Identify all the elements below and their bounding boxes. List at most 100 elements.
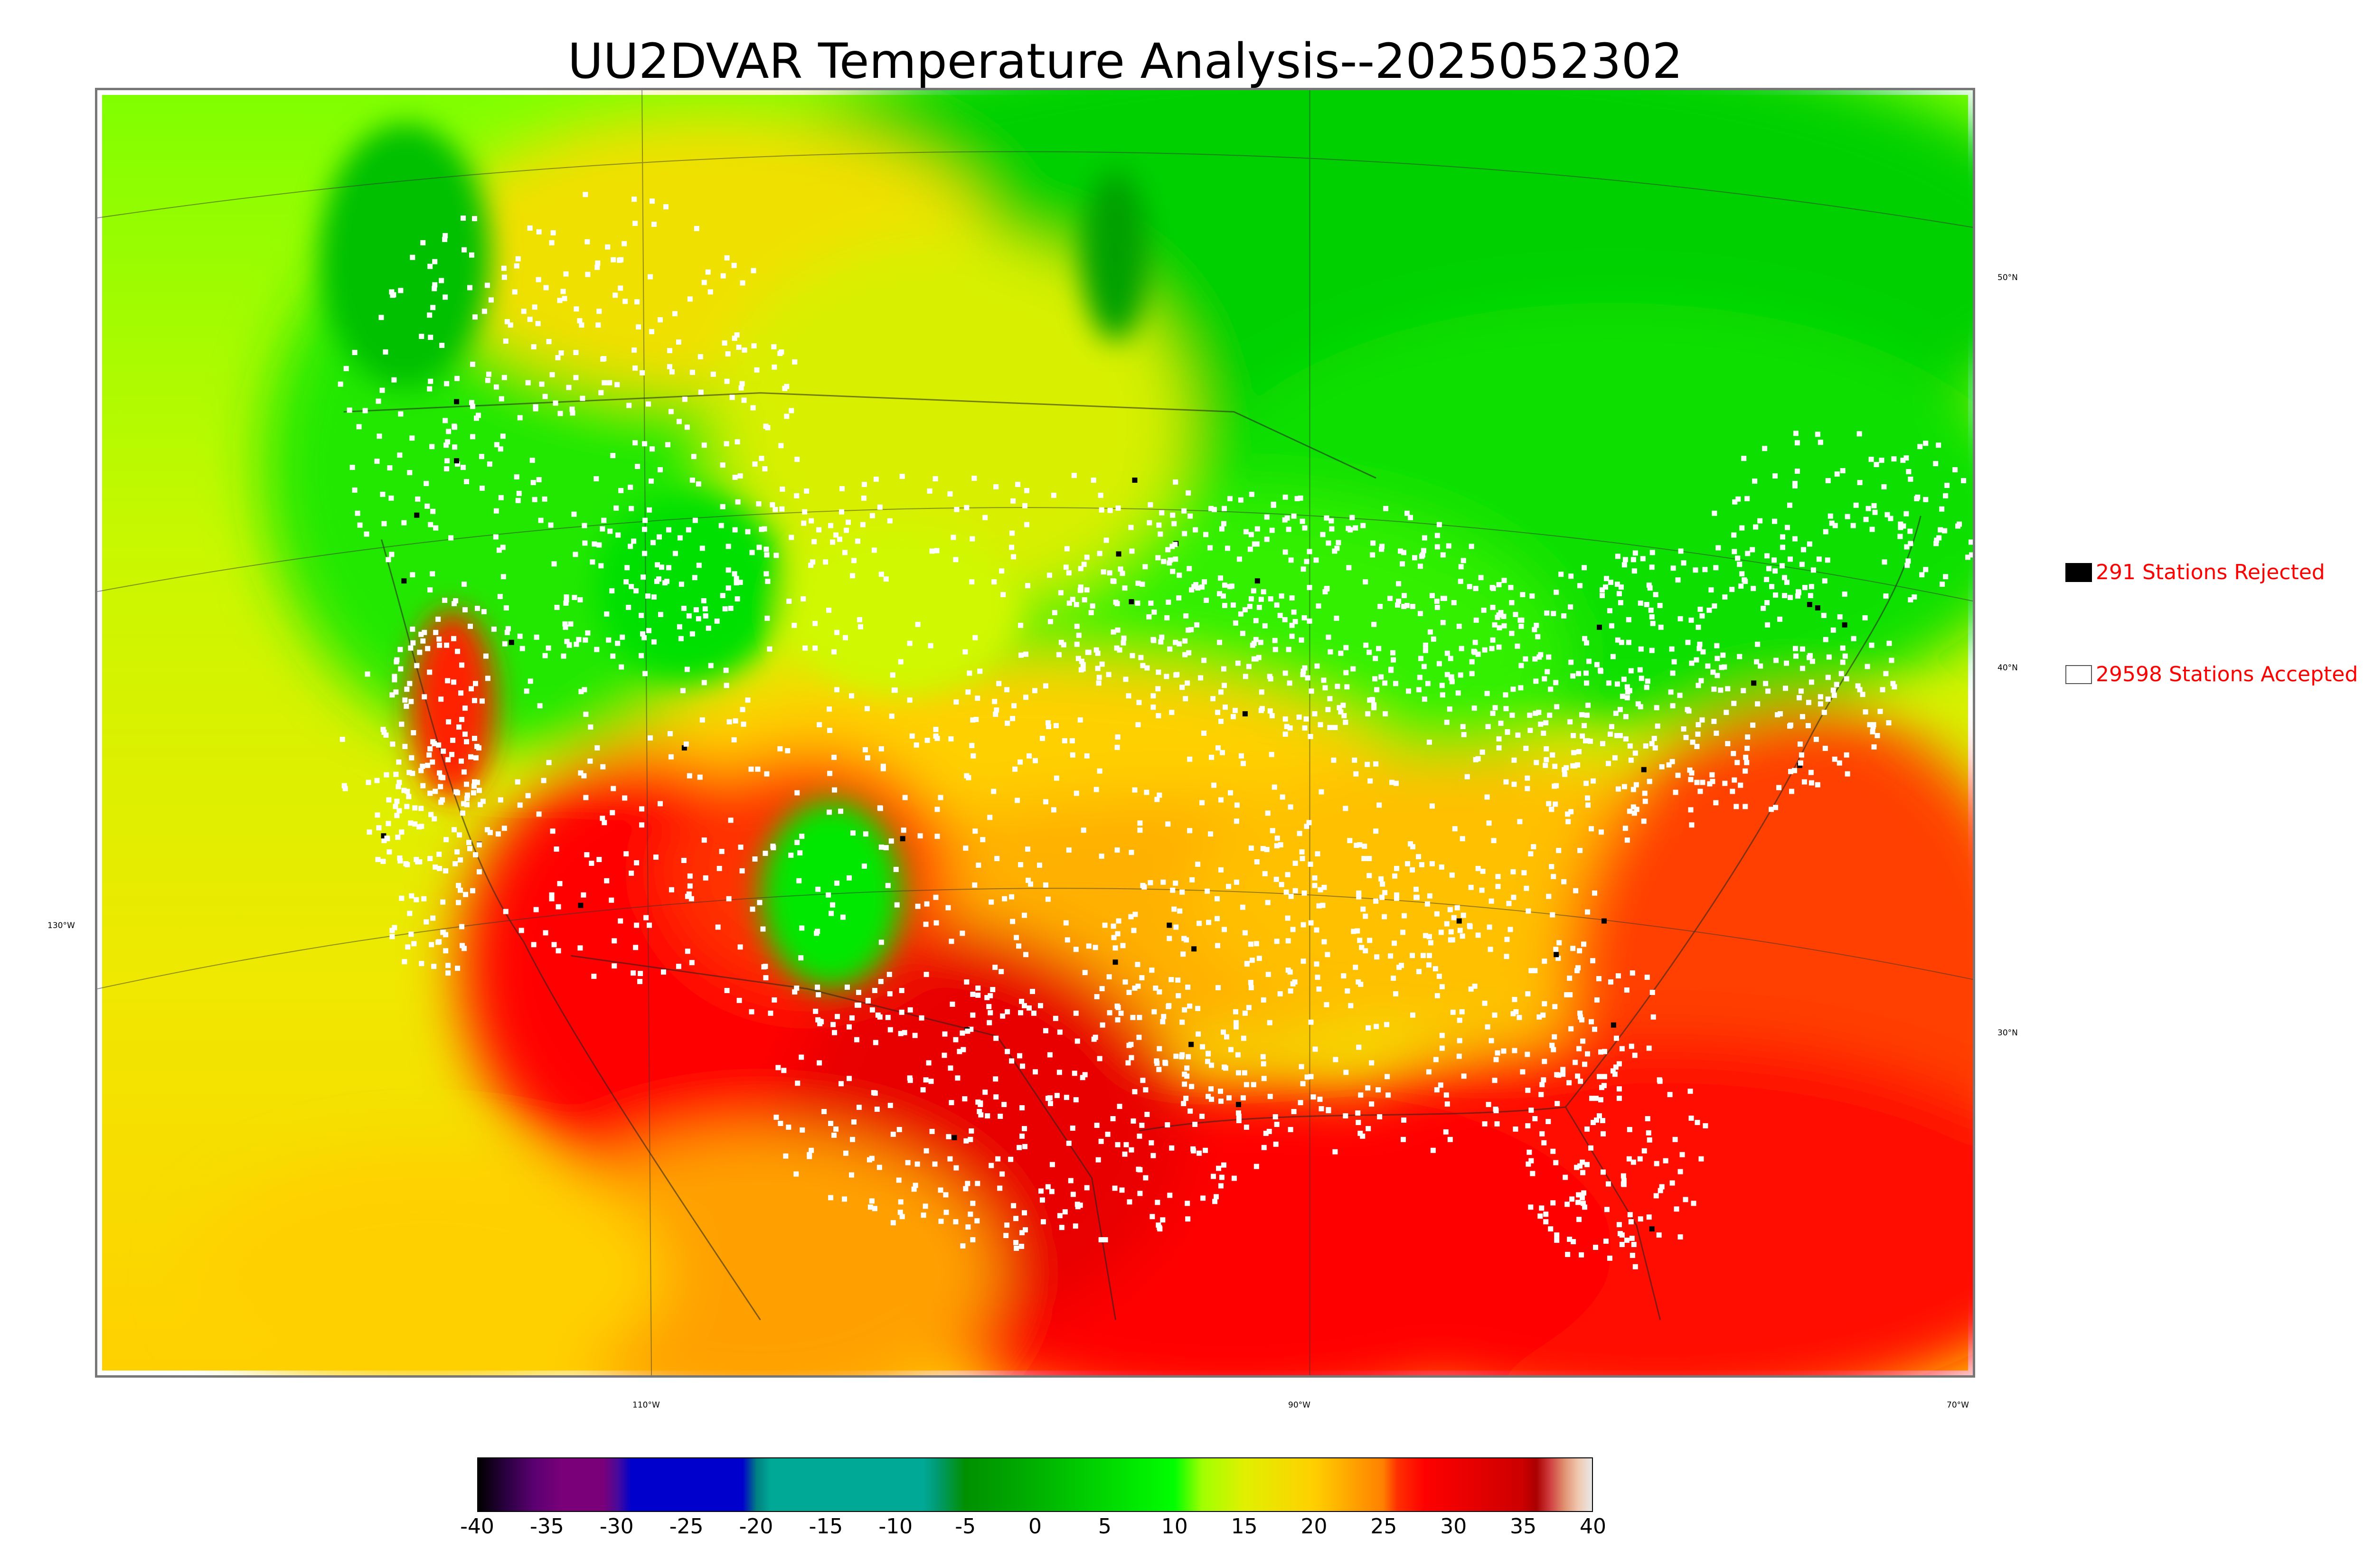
station-marker: [387, 465, 393, 471]
station-marker: [699, 717, 705, 723]
station-marker: [403, 861, 409, 866]
station-marker: [1236, 1114, 1242, 1119]
station-marker: [1314, 663, 1320, 669]
station-marker: [1640, 556, 1646, 562]
station-marker: [1233, 1009, 1238, 1014]
station-marker: [1689, 822, 1695, 828]
station-marker: [1825, 557, 1830, 563]
station-marker: [1297, 831, 1302, 836]
station-marker: [950, 1001, 955, 1007]
station-marker: [456, 883, 462, 888]
station-marker: [1360, 906, 1366, 912]
station-marker: [396, 759, 402, 765]
station-marker: [687, 296, 693, 302]
station-marker: [949, 939, 954, 944]
station-marker: [1613, 1035, 1619, 1041]
station-marker: [1511, 781, 1517, 787]
station-marker: [1579, 712, 1585, 718]
station-marker: [1755, 701, 1761, 707]
station-marker: [1762, 446, 1768, 451]
station-marker: [1520, 592, 1526, 598]
station-marker: [1675, 577, 1681, 583]
station-marker: [1548, 686, 1554, 692]
station-marker: [1267, 674, 1272, 679]
station-marker: [1532, 1116, 1538, 1121]
station-marker: [536, 477, 542, 482]
station-marker: [827, 706, 832, 712]
station-marker: [536, 229, 542, 235]
station-marker: [738, 845, 744, 850]
station-marker: [521, 309, 527, 314]
station-marker: [1073, 1010, 1079, 1016]
station-marker: [892, 687, 898, 693]
station-marker: [726, 719, 732, 725]
station-marker: [665, 442, 670, 448]
station-marker: [789, 408, 794, 413]
station-marker: [1630, 804, 1636, 810]
station-marker: [1652, 745, 1658, 751]
station-marker: [1236, 1118, 1242, 1123]
station-marker: [888, 838, 894, 844]
station-marker: [1850, 523, 1856, 528]
station-marker: [531, 942, 537, 948]
station-marker: [1313, 557, 1319, 563]
station-marker: [1223, 1065, 1228, 1071]
station-marker: [1277, 991, 1283, 996]
station-marker: [1942, 528, 1948, 534]
station-marker: [1616, 1061, 1622, 1067]
station-marker: [1167, 936, 1172, 941]
station-marker: [1082, 970, 1088, 976]
station-marker: [533, 907, 539, 912]
station-marker: [425, 762, 431, 768]
station-marker: [1444, 720, 1450, 725]
station-marker: [1200, 1195, 1206, 1201]
station-marker: [1603, 1239, 1609, 1244]
station-marker: [1538, 722, 1544, 727]
temperature-map[interactable]: [95, 88, 1975, 1378]
station-marker: [1272, 1114, 1278, 1119]
station-marker: [869, 513, 875, 518]
station-marker: [778, 1120, 783, 1126]
station-marker: [1489, 585, 1495, 591]
station-marker: [1936, 535, 1942, 541]
station-marker: [1460, 836, 1465, 842]
station-marker: [759, 456, 764, 461]
station-marker: [560, 289, 566, 294]
station-marker: [1517, 819, 1523, 825]
station-marker: [701, 598, 707, 604]
station-marker: [972, 635, 978, 640]
station-marker: [1518, 623, 1524, 629]
station-marker: [750, 405, 756, 411]
station-marker: [1809, 780, 1814, 786]
station-marker: [699, 545, 705, 551]
station-marker: [1805, 723, 1811, 729]
station-marker: [1025, 583, 1031, 589]
station-marker: [1745, 734, 1751, 740]
station-marker: [696, 616, 701, 621]
station-marker: [1111, 923, 1116, 929]
station-marker: [1410, 604, 1415, 609]
station-marker: [676, 964, 681, 969]
station-marker: [1541, 1077, 1546, 1083]
station-marker: [1074, 790, 1079, 796]
station-marker: [1209, 1097, 1215, 1102]
station-marker: [832, 1030, 838, 1035]
station-marker: [1440, 620, 1446, 625]
station-marker: [583, 192, 588, 197]
station-marker: [1027, 1005, 1032, 1011]
station-marker: [807, 1152, 812, 1157]
station-marker: [657, 534, 662, 540]
station-marker: [1164, 674, 1169, 679]
station-marker: [668, 754, 674, 760]
station-marker: [1710, 669, 1716, 675]
station-marker: [1160, 1019, 1166, 1024]
station-marker: [1175, 977, 1181, 983]
station-marker: [736, 345, 742, 350]
station-marker: [1149, 967, 1155, 973]
station-marker: [1457, 1038, 1462, 1043]
station-marker: [999, 1171, 1005, 1177]
station-marker: [795, 1080, 801, 1086]
station-marker: [1404, 510, 1410, 516]
station-marker: [487, 830, 493, 836]
station-marker: [1815, 432, 1820, 437]
